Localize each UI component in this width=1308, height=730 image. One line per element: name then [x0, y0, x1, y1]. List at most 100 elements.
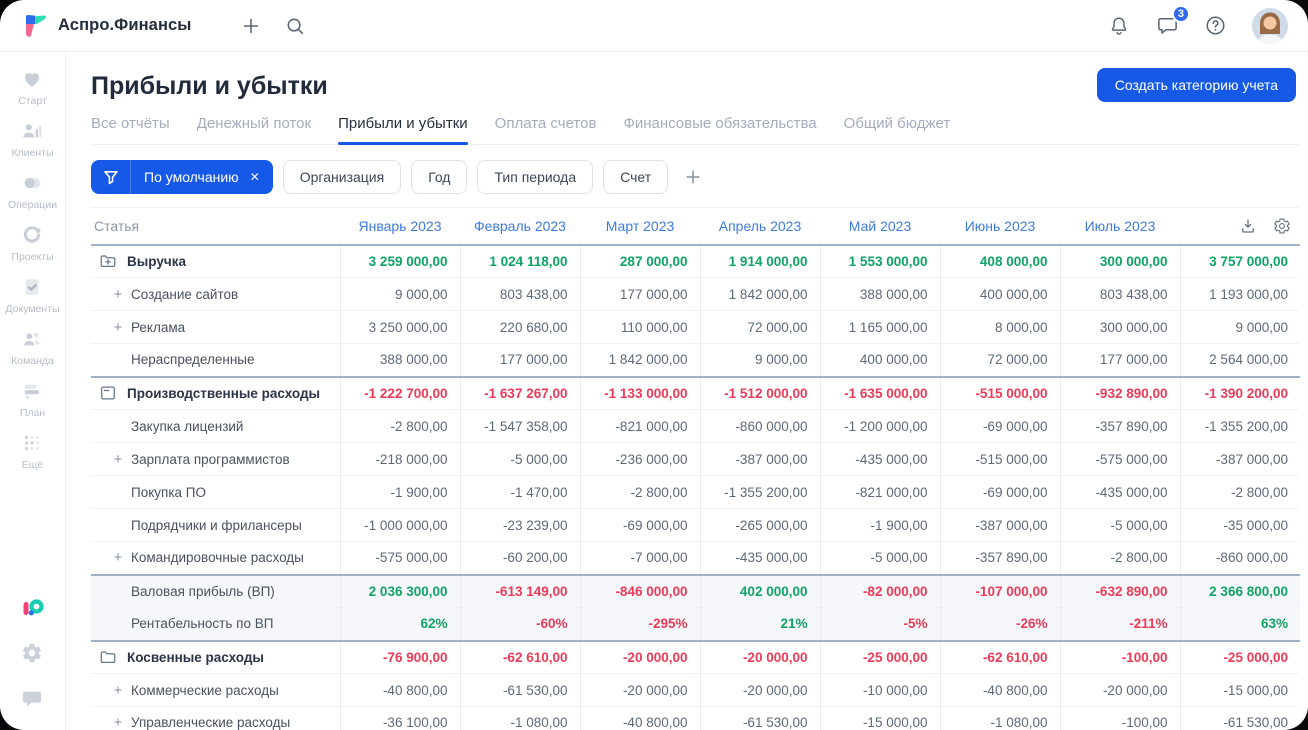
sidebar-item-more-grid[interactable]: Ещё — [0, 432, 65, 471]
chat-icon[interactable]: 3 — [1150, 4, 1190, 43]
cell-value: -62 610,00 — [939, 639, 1060, 674]
cell-value: -2 800,00 — [339, 409, 460, 443]
tab-2[interactable]: Прибыли и убытки — [338, 115, 468, 145]
cell-value: 177 000,00 — [459, 343, 580, 377]
sidebar: Старт Клиенты Операции Проекты Документы Кома… — [0, 52, 66, 730]
column-header-month[interactable]: Март 2023 — [580, 207, 700, 245]
cell-value: 9 000,00 — [339, 277, 460, 311]
cell-value: 3 757 000,00 — [1179, 243, 1300, 278]
expand-plus-icon[interactable]: + — [113, 714, 123, 730]
table-row: +Закупка лицензий-2 800,00-1 547 358,00-… — [91, 409, 1300, 443]
cell-value: 1 024 118,00 — [459, 243, 580, 278]
column-header-month[interactable]: Июнь 2023 — [940, 207, 1060, 245]
cell-value: 400 000,00 — [939, 277, 1060, 311]
sidebar-item-operations[interactable]: Операции — [0, 172, 65, 211]
filter-chip[interactable]: Организация — [282, 160, 402, 194]
cell-value: -35 000,00 — [1179, 508, 1300, 542]
cell-value: 2 564 000,00 — [1179, 343, 1300, 377]
cell-value: -20 000,00 — [699, 639, 820, 674]
brand-flag-icon — [22, 14, 48, 38]
expand-plus-icon[interactable]: + — [113, 549, 123, 567]
cell-value: -61 530,00 — [459, 673, 580, 707]
bell-icon[interactable] — [1102, 9, 1136, 43]
add-icon[interactable] — [234, 9, 268, 43]
download-icon[interactable] — [1239, 217, 1257, 235]
report-table-wrap: Статья Январь 2023 Февраль 2023 Март 2023 А… — [91, 207, 1300, 730]
sidebar-item-team[interactable]: Команда — [0, 328, 65, 367]
default-filter-chip[interactable]: По умолчанию ✕ — [91, 160, 273, 194]
sidebar-item-clients[interactable]: Клиенты — [0, 120, 65, 159]
cell-value: -515 000,00 — [939, 375, 1060, 410]
cell-value: -821 000,00 — [819, 475, 940, 509]
cell-value: -295% — [579, 607, 700, 641]
column-header-article: Статья — [91, 207, 340, 245]
add-filter-icon[interactable] — [678, 162, 708, 192]
create-category-button[interactable]: Создать категорию учета — [1096, 68, 1296, 102]
sidebar-item-label: Ещё — [21, 459, 44, 471]
cell-value: -100,00 — [1059, 639, 1180, 674]
search-icon[interactable] — [278, 9, 312, 43]
more-grid-icon — [21, 432, 45, 456]
cell-value: 300 000,00 — [1059, 243, 1180, 278]
cell-value: -821 000,00 — [579, 409, 700, 443]
sidebar-item-documents[interactable]: Документы — [0, 276, 65, 315]
column-header-month[interactable]: Май 2023 — [820, 207, 940, 245]
cell-value: -435 000,00 — [819, 442, 940, 476]
sidebar-item-label: Документы — [5, 303, 60, 315]
cell-value: 388 000,00 — [339, 343, 460, 377]
filter-chip[interactable]: Счет — [603, 160, 669, 194]
cell-value: 1 842 000,00 — [579, 343, 700, 377]
folder-minus-icon[interactable] — [99, 384, 117, 402]
filter-chip[interactable]: Тип периода — [477, 160, 594, 194]
cell-value: -69 000,00 — [579, 508, 700, 542]
help-icon[interactable] — [1198, 9, 1232, 43]
table-settings-gear-icon[interactable] — [1273, 217, 1291, 235]
row-label: Выручка — [127, 253, 186, 269]
tab-5[interactable]: Общий бюджет — [843, 115, 951, 132]
cell-value: -1 222 700,00 — [339, 375, 460, 410]
feedback-chat-icon[interactable] — [21, 688, 45, 712]
column-header-month[interactable]: Апрель 2023 — [700, 207, 820, 245]
cell-value: 62% — [339, 607, 460, 641]
cell-value: 1 165 000,00 — [819, 310, 940, 344]
cell-value: 110 000,00 — [579, 310, 700, 344]
column-header-month[interactable]: Февраль 2023 — [460, 207, 580, 245]
cell-value: -36 100,00 — [339, 706, 460, 730]
expand-plus-icon[interactable]: + — [113, 681, 123, 699]
table-row: + Коммерческие расходы -40 800,00 -61 530,0… — [91, 673, 1300, 707]
tab-4[interactable]: Финансовые обязательства — [623, 115, 817, 132]
sidebar-item-start[interactable]: Старт — [0, 68, 65, 107]
cell-value: 300 000,00 — [1059, 310, 1180, 344]
table-row: + Реклама 3 250 000,00 220 680,00 110 000,00… — [91, 310, 1300, 344]
cell-value: -515 000,00 — [939, 442, 1060, 476]
settings-icon[interactable] — [21, 642, 45, 666]
cell-value: 3 250 000,00 — [339, 310, 460, 344]
tab-3[interactable]: Оплата счетов — [494, 115, 597, 132]
cell-value: 408 000,00 — [939, 243, 1060, 278]
row-label: Нераспределенные — [131, 352, 255, 368]
expand-plus-icon[interactable]: + — [113, 318, 123, 336]
folder-icon[interactable] — [99, 648, 117, 666]
sidebar-item-plan[interactable]: План — [0, 380, 65, 419]
cell-value: -218 000,00 — [339, 442, 460, 476]
cell-value: -2 800,00 — [1179, 475, 1300, 509]
documents-icon — [21, 276, 45, 300]
cell-value: -1 000 000,00 — [339, 508, 460, 542]
default-filter-label: По умолчанию — [144, 169, 239, 185]
filter-chip[interactable]: Год — [411, 160, 468, 194]
sidebar-item-projects[interactable]: Проекты — [0, 224, 65, 263]
brand-mark-icon[interactable] — [21, 596, 45, 620]
expand-plus-icon[interactable]: + — [113, 450, 123, 468]
column-header-month[interactable]: Июль 2023 — [1060, 207, 1180, 245]
avatar[interactable] — [1252, 7, 1288, 44]
tab-0[interactable]: Все отчёты — [91, 115, 170, 132]
remove-filter-icon[interactable]: ✕ — [249, 170, 260, 184]
row-label: Создание сайтов — [131, 286, 239, 302]
app-logo[interactable]: Аспро.Финансы — [22, 14, 192, 38]
tab-1[interactable]: Денежный поток — [196, 115, 312, 132]
folder-plus-icon[interactable] — [99, 252, 117, 270]
column-header-month[interactable]: Январь 2023 — [340, 207, 460, 245]
expand-plus-icon[interactable]: + — [113, 285, 123, 303]
